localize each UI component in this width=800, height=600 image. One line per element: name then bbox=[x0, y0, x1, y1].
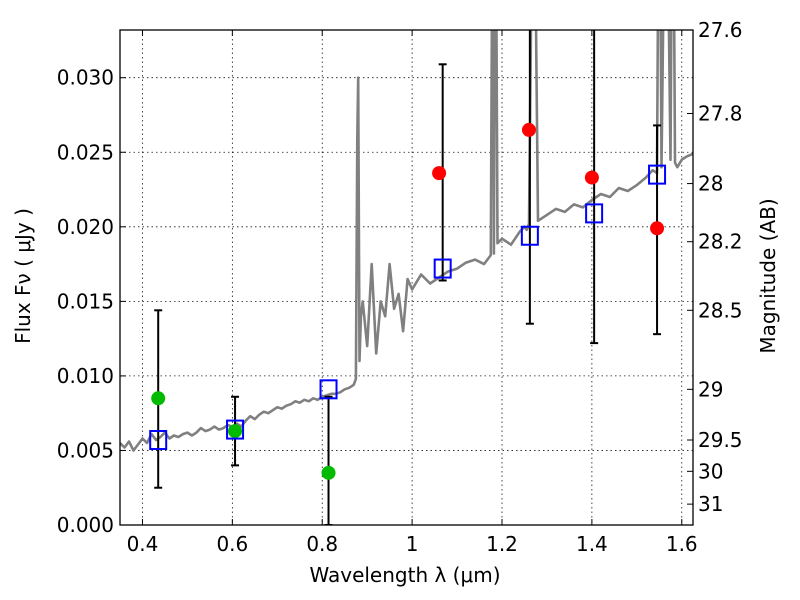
y2-tick-label: 28.2 bbox=[698, 230, 743, 254]
y2-tick-label: 29.5 bbox=[698, 428, 743, 452]
ticks-layer: 0.4 0.6 0.8 1 1.2 1.4 1.6 0.000 0.005 0.010 0.015 0… bbox=[57, 18, 743, 556]
y2-tick-label: 27.8 bbox=[698, 101, 743, 125]
model-spectrum-line bbox=[120, 30, 693, 452]
red-data-point bbox=[584, 170, 599, 185]
y2-tick-label: 28 bbox=[698, 172, 723, 196]
y-tick-label: 0.015 bbox=[57, 289, 114, 313]
y-axis-label: Flux Fν ( μJy ) bbox=[11, 208, 35, 344]
spectrum-layer bbox=[120, 30, 693, 452]
grid-layer bbox=[120, 30, 693, 526]
x-tick-label: 0.8 bbox=[306, 532, 338, 556]
x-tick-label: 1 bbox=[406, 532, 419, 556]
y-tick-label: 0.005 bbox=[57, 438, 114, 462]
model-box-point bbox=[149, 430, 168, 451]
green-data-point bbox=[151, 391, 166, 406]
model-box-point bbox=[520, 225, 539, 246]
x-tick-label: 1.4 bbox=[576, 532, 608, 556]
red-data-point bbox=[521, 122, 536, 137]
model-box-point bbox=[648, 164, 667, 185]
x-tick-label: 1.2 bbox=[486, 532, 518, 556]
y2-tick-label: 27.6 bbox=[698, 18, 743, 42]
x-axis-label: Wavelength λ (μm) bbox=[309, 563, 500, 587]
model-box-point bbox=[585, 203, 604, 224]
y-tick-label: 0.000 bbox=[57, 513, 114, 537]
y2-tick-label: 31 bbox=[698, 492, 723, 516]
points-layer bbox=[149, 122, 667, 480]
green-data-point bbox=[321, 465, 336, 480]
model-box-point bbox=[226, 419, 245, 440]
x-tick-label: 0.6 bbox=[216, 532, 248, 556]
red-data-point bbox=[432, 166, 447, 181]
red-data-point bbox=[650, 221, 665, 236]
model-box-point bbox=[319, 379, 338, 400]
x-tick-label: 1.6 bbox=[666, 532, 698, 556]
y-tick-label: 0.010 bbox=[57, 364, 114, 388]
y-tick-label: 0.025 bbox=[57, 140, 114, 164]
y2-tick-label: 30 bbox=[698, 459, 723, 483]
y-tick-label: 0.020 bbox=[57, 215, 114, 239]
y-tick-label: 0.030 bbox=[57, 66, 114, 90]
x-tick-label: 0.4 bbox=[127, 532, 159, 556]
y2-tick-label: 29 bbox=[698, 377, 723, 401]
model-box-point bbox=[433, 258, 452, 279]
y2-axis-label: Magnitude (AB) bbox=[756, 198, 780, 353]
plot-frame bbox=[119, 29, 694, 526]
y2-tick-label: 28.5 bbox=[698, 298, 743, 322]
green-data-point bbox=[228, 424, 243, 439]
errorbar-layer bbox=[154, 30, 662, 525]
